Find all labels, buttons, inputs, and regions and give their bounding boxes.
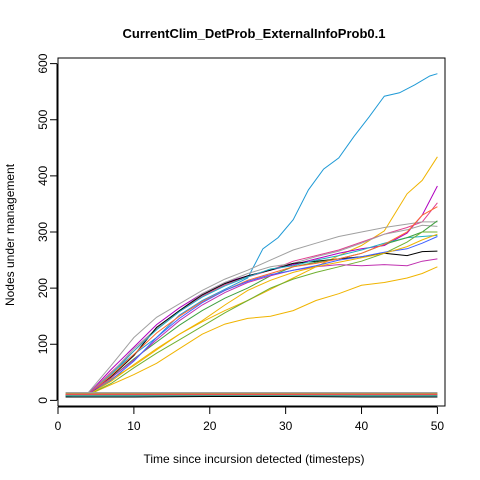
y-tick-label: 500: [36, 109, 50, 129]
series-line-23: [65, 396, 438, 398]
y-tick-label: 400: [36, 166, 50, 186]
x-tick-label: 10: [127, 419, 141, 433]
series-layer: [65, 73, 438, 398]
plot-frame: [57, 57, 446, 407]
y-tick-label: 300: [36, 222, 50, 242]
y-tick-label: 0: [36, 397, 50, 404]
y-tick-label: 200: [36, 278, 50, 298]
x-tick-label: 20: [203, 419, 217, 433]
series-line-1: [65, 73, 438, 396]
y-tick-label: 600: [36, 53, 50, 73]
series-line-9: [65, 234, 438, 396]
series-line-12: [65, 206, 438, 396]
x-axis-label: Time since incursion detected (timesteps…: [144, 452, 365, 466]
series-line-7: [65, 224, 438, 396]
y-tick-label: 100: [36, 334, 50, 354]
x-tick-label: 0: [55, 419, 62, 433]
series-line-10: [65, 220, 438, 396]
chart-title: CurrentClim_DetProb_ExternalInfoProb0.1: [123, 26, 386, 41]
x-tick-label: 40: [355, 419, 369, 433]
series-line-13: [65, 258, 438, 396]
series-line-15: [65, 233, 438, 396]
series-line-3: [65, 266, 438, 396]
series-line-6: [65, 221, 438, 396]
y-axis-label: Nodes under management: [3, 163, 17, 306]
x-tick-label: 30: [279, 419, 293, 433]
series-line-14: [65, 236, 438, 396]
x-tick-label: 50: [431, 419, 445, 433]
